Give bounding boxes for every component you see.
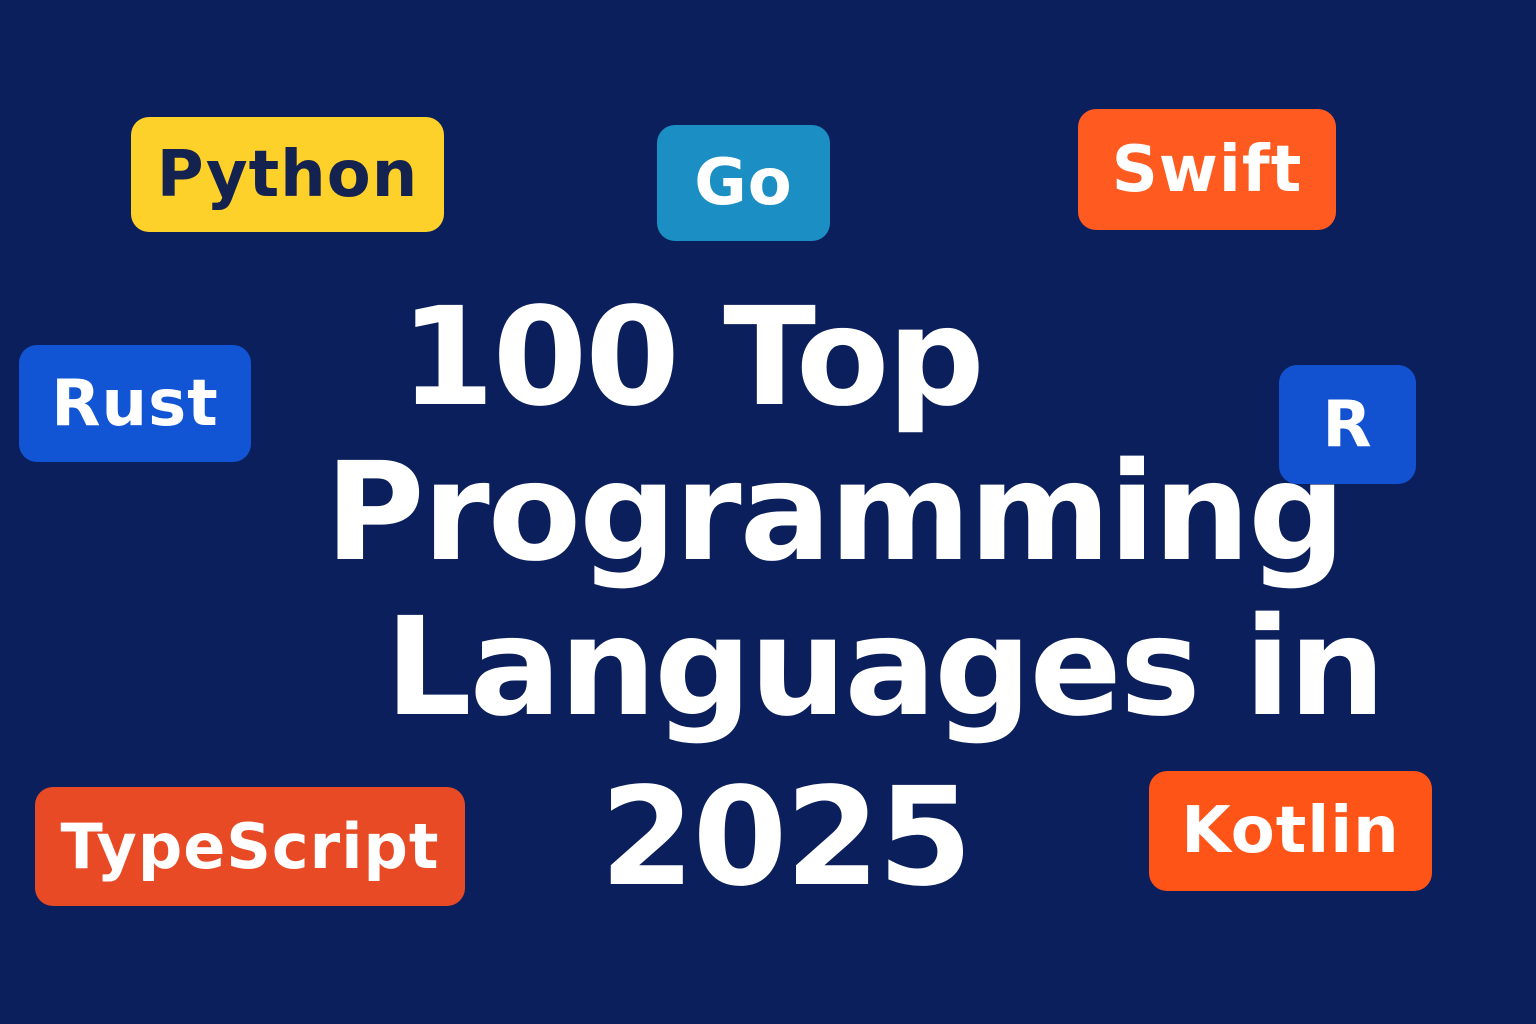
badge-python: Python [131,117,444,232]
title-line-3: Languages in [385,589,1386,747]
badge-label: Python [156,137,419,212]
badge-typescript: TypeScript [35,787,465,906]
title-line-4: 2025 [600,759,973,917]
badge-swift: Swift [1078,109,1336,230]
badge-label: TypeScript [60,810,440,883]
title-line-2: Programming [325,434,1346,592]
badge-label: Rust [51,366,219,441]
title-line-1: 100 Top [400,279,985,437]
badge-rust: Rust [19,345,251,462]
badge-label: Swift [1111,132,1303,207]
badge-kotlin: Kotlin [1149,771,1432,891]
badge-label: Go [694,146,793,220]
badge-r: R [1279,365,1416,484]
badge-label: R [1322,387,1373,462]
badge-go: Go [657,125,830,241]
badge-label: Kotlin [1181,794,1400,868]
